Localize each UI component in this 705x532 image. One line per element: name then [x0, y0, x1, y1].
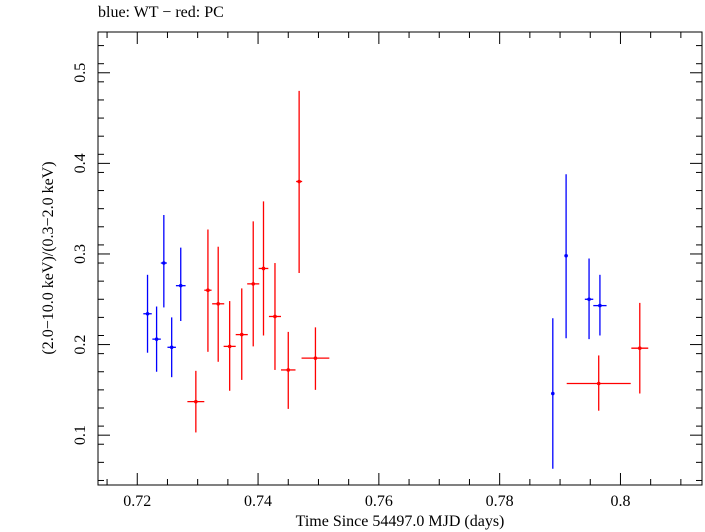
- y-tick-label: 0.1: [72, 425, 89, 445]
- data-point: [251, 282, 256, 286]
- x-tick-label: 0.72: [123, 493, 151, 510]
- data-point: [154, 337, 159, 341]
- data-point: [194, 399, 198, 404]
- x-tick-label: 0.8: [610, 493, 630, 510]
- data-point: [169, 345, 174, 350]
- y-tick-label: 0.2: [72, 335, 89, 355]
- data-point: [587, 297, 591, 302]
- data-series: [143, 90, 649, 469]
- x-tick-label: 0.74: [244, 493, 272, 510]
- series-1: [187, 90, 649, 433]
- data-point: [313, 356, 318, 360]
- y-axis-label: (2.0−10.0 keV)/(0.3−2.0 keV): [40, 161, 57, 354]
- data-point: [162, 261, 166, 265]
- data-point: [216, 302, 220, 306]
- data-point: [273, 314, 277, 319]
- data-point: [598, 303, 602, 308]
- data-point: [261, 266, 266, 271]
- x-axis-label: Time Since 54497.0 MJD (days): [296, 513, 505, 530]
- y-tick-label: 0.5: [72, 63, 89, 83]
- data-point: [206, 288, 210, 293]
- data-point: [178, 283, 183, 288]
- plot-frame: [97, 31, 703, 486]
- chart-title: blue: WT − red: PC: [98, 4, 224, 21]
- x-tick-label: 0.76: [365, 493, 393, 510]
- y-tick-label: 0.3: [72, 244, 89, 264]
- data-point: [145, 311, 150, 316]
- data-point: [551, 391, 555, 396]
- series-0: [143, 174, 607, 469]
- data-point: [637, 346, 642, 350]
- x-axis: 0.72 0.74 0.76 0.78 0.8: [106, 32, 682, 510]
- x-tick-label: 0.78: [486, 493, 514, 510]
- data-point: [596, 381, 601, 386]
- data-point: [239, 332, 244, 337]
- data-point: [227, 344, 232, 349]
- y-axis: 0.1 0.2 0.3 0.4 0.5: [72, 45, 702, 481]
- y-tick-label: 0.4: [72, 153, 89, 173]
- data-point: [297, 179, 301, 184]
- data-point: [564, 253, 568, 258]
- data-point: [286, 368, 291, 372]
